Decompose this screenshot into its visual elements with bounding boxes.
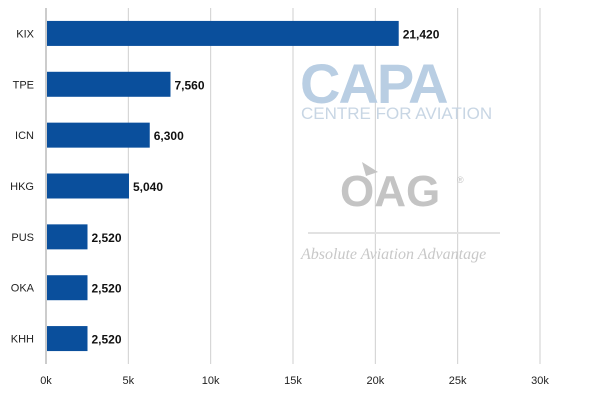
oag-swoosh-icon [362, 162, 378, 176]
bars [47, 20, 399, 352]
bar-oka [47, 275, 88, 301]
x-tick-label: 5k [123, 375, 135, 387]
x-tick-label: 15k [284, 375, 302, 387]
bar-hkg [47, 173, 129, 199]
x-tick-label: 30k [531, 375, 549, 387]
oag-logo-text: OAG [340, 167, 440, 216]
oag-watermark: OAG ® Absolute Aviation Advantage [300, 162, 500, 263]
category-label-pus: PUS [11, 232, 34, 244]
x-tick-label: 25k [449, 375, 467, 387]
x-tick-label: 0k [40, 375, 52, 387]
capa-watermark: CAPA CENTRE FOR AVIATION [300, 52, 492, 123]
grid-lines [45, 8, 541, 364]
x-tick-label: 20k [366, 375, 384, 387]
category-label-hkg: HKG [10, 181, 34, 193]
data-label-pus: 2,520 [91, 231, 121, 245]
data-label-kix: 21,420 [403, 27, 440, 41]
x-axis-tick-labels: 0k 5k 10k 15k 20k 25k 30k [40, 375, 549, 387]
bar-khh [47, 326, 88, 352]
data-label-oka: 2,520 [91, 282, 121, 296]
category-labels: KIX TPE ICN HKG PUS OKA KHH [10, 28, 35, 345]
category-label-icn: ICN [15, 130, 34, 142]
data-label-icn: 6,300 [154, 129, 184, 143]
category-label-oka: OKA [11, 283, 35, 295]
data-label-tpe: 7,560 [174, 78, 204, 92]
oag-registered-mark: ® [457, 175, 464, 185]
bar-icn [47, 122, 150, 148]
data-labels: 21,420 7,560 6,300 5,040 2,520 2,520 2,520 [91, 27, 439, 346]
category-label-kix: KIX [16, 28, 34, 40]
category-label-khh: KHH [11, 334, 34, 346]
bar-tpe [47, 71, 171, 97]
data-label-hkg: 5,040 [133, 180, 163, 194]
bar-pus [47, 224, 88, 250]
oag-tagline: Absolute Aviation Advantage [300, 246, 486, 263]
category-label-tpe: TPE [13, 79, 34, 91]
x-tick-label: 10k [202, 375, 220, 387]
capa-logo-text: CAPA [300, 52, 447, 115]
data-label-khh: 2,520 [91, 333, 121, 347]
bar-kix [47, 20, 399, 46]
capa-logo-subtitle: CENTRE FOR AVIATION [301, 104, 492, 123]
